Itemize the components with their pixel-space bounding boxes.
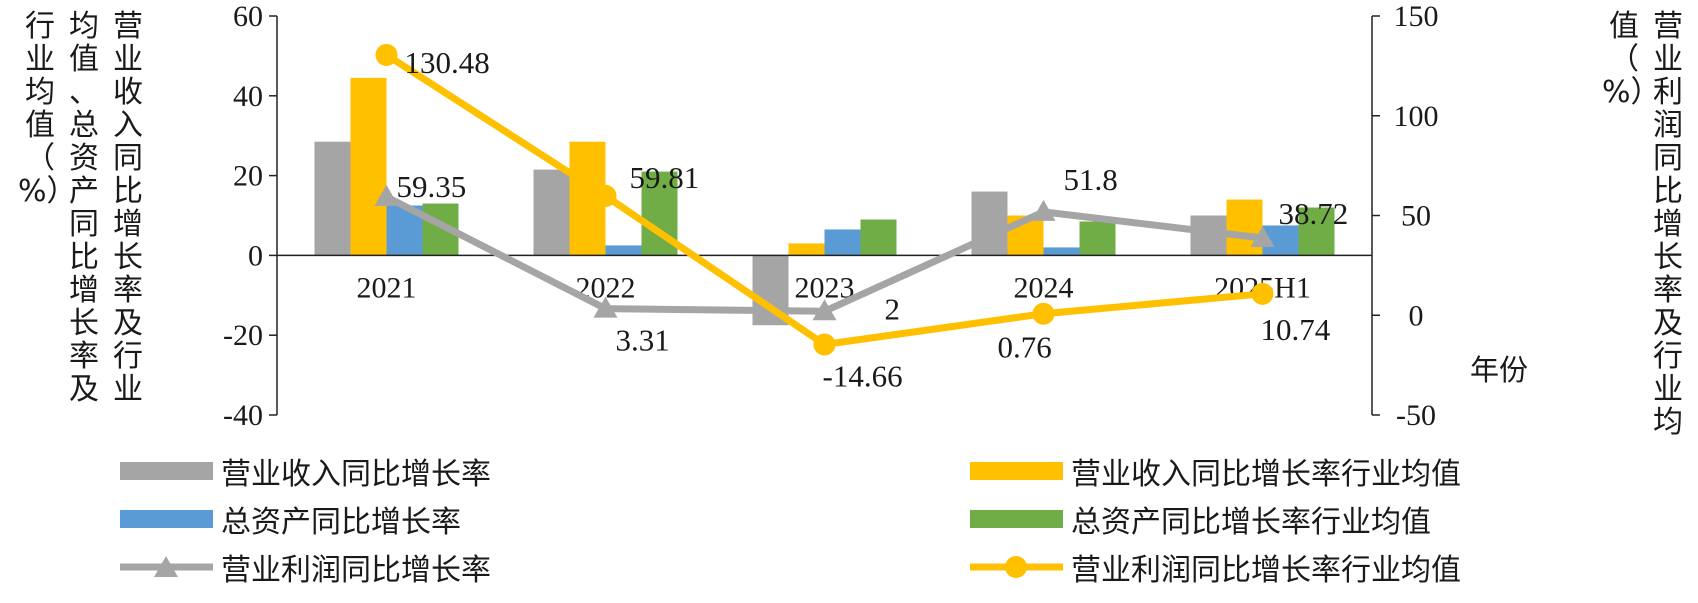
legend-item: 营业收入同比增长率 xyxy=(120,451,491,492)
legend-item: 总资产同比增长率行业均值 xyxy=(970,499,1431,540)
bars-layer xyxy=(314,77,1335,326)
line-point xyxy=(375,43,398,66)
left-tick-label: 0 xyxy=(248,239,263,272)
right-tick-label: 150 xyxy=(1394,0,1439,33)
legend-item: 总资产同比增长率 xyxy=(120,499,461,540)
data-label: 0.76 xyxy=(998,330,1052,365)
x-tick-label: 2021 xyxy=(357,271,417,304)
legend-swatch-graphic xyxy=(120,462,213,480)
legend-item: 营业利润同比增长率 xyxy=(120,547,491,588)
lines-layer xyxy=(374,43,1275,356)
data-label: 130.48 xyxy=(405,45,490,80)
bar xyxy=(1226,199,1263,256)
line-point xyxy=(594,184,617,207)
bar xyxy=(824,229,861,256)
bar xyxy=(1298,207,1335,256)
legend-bar-swatch xyxy=(120,510,213,528)
data-label: 59.81 xyxy=(630,160,700,195)
legend-bar-swatch xyxy=(970,462,1063,480)
bar xyxy=(1079,221,1116,256)
left-tick-label: -20 xyxy=(223,319,263,352)
legend-swatch-graphic xyxy=(120,556,213,577)
axis-title-column: 值（%） xyxy=(1602,9,1661,110)
legend-swatch xyxy=(970,555,1063,579)
right-tick-label: 50 xyxy=(1401,200,1431,233)
line-point xyxy=(1032,302,1055,325)
legend-label: 营业收入同比增长率行业均值 xyxy=(1071,457,1461,492)
x-axis-title: 年份 xyxy=(1470,353,1529,387)
left-axis-title: 营业收入同比增长率及行业 均值、总资产同比增长率及 行业均值（%） xyxy=(18,10,150,406)
bar xyxy=(1043,247,1080,256)
legend-item: 营业收入同比增长率行业均值 xyxy=(970,451,1461,492)
bar xyxy=(605,245,642,256)
line-point xyxy=(1031,199,1056,221)
data-label: 51.8 xyxy=(1064,162,1118,197)
legend-label: 总资产同比增长率行业均值 xyxy=(1071,505,1431,540)
legend-label: 营业利润同比增长率 xyxy=(221,553,491,588)
bar xyxy=(788,243,825,256)
legend-bar-swatch xyxy=(120,462,213,480)
legend-label: 营业利润同比增长率行业均值 xyxy=(1071,553,1461,588)
axis-title-column: 营业收入同比增长率及行业 xyxy=(113,9,143,407)
bar xyxy=(533,169,570,256)
data-label: 2 xyxy=(885,291,901,326)
legend-label: 总资产同比增长率 xyxy=(221,505,461,540)
left-tick-label: 20 xyxy=(233,160,263,193)
legend-item: 营业利润同比增长率行业均值 xyxy=(970,547,1461,588)
axis-title-column: 行业均值（%） xyxy=(18,9,77,209)
right-tick-label: 0 xyxy=(1409,299,1424,332)
bar xyxy=(314,141,351,256)
axis-title-column: 营业利润同比增长率及行业均 xyxy=(1653,9,1683,440)
legend-swatch xyxy=(970,507,1063,531)
legend-bar-swatch xyxy=(970,510,1063,528)
left-tick-label: -40 xyxy=(223,399,263,432)
data-label: 38.72 xyxy=(1279,196,1349,231)
left-tick-label: 60 xyxy=(233,0,263,33)
legend: 营业收入同比增长率 营业收入同比增长率行业均值总资产同比增长率 总资产同比增长率行业… xyxy=(0,451,1698,603)
legend-swatch-graphic xyxy=(970,462,1063,480)
legend-marker xyxy=(1005,556,1027,578)
legend-label: 营业收入同比增长率 xyxy=(221,457,491,492)
line-point xyxy=(813,333,836,356)
legend-swatch xyxy=(120,459,213,483)
bar xyxy=(350,77,387,256)
left-tick-label: 40 xyxy=(233,80,263,113)
data-label: 10.74 xyxy=(1261,312,1331,347)
line-point xyxy=(593,296,618,318)
line-point xyxy=(812,299,837,321)
axis-title-column: 均值、总资产同比增长率及 xyxy=(69,9,99,407)
line-point xyxy=(1251,282,1274,305)
bar xyxy=(860,219,897,256)
data-label: 3.31 xyxy=(616,323,670,358)
legend-swatch-graphic xyxy=(970,556,1063,578)
right-axis-title: 营业利润同比增长率及行业均 值（%） xyxy=(1602,10,1690,439)
data-label: -14.66 xyxy=(823,358,903,393)
data-label: 59.35 xyxy=(397,169,467,204)
legend-swatch xyxy=(120,555,213,579)
legend-swatch xyxy=(120,507,213,531)
line-point xyxy=(374,184,399,206)
legend-swatch xyxy=(970,459,1063,483)
right-tick-label: 100 xyxy=(1394,100,1439,133)
legend-swatch-graphic xyxy=(970,510,1063,528)
legend-swatch-graphic xyxy=(120,510,213,528)
labels-layer: 59.35 3.31 2 51.8 38.72 130.48 59.81 -14.66 0.76… xyxy=(397,45,1349,394)
x-tick-label: 2024 xyxy=(1014,271,1074,304)
line-point xyxy=(1250,226,1275,248)
legend-marker xyxy=(154,556,178,577)
right-tick-label: -50 xyxy=(1396,399,1436,432)
